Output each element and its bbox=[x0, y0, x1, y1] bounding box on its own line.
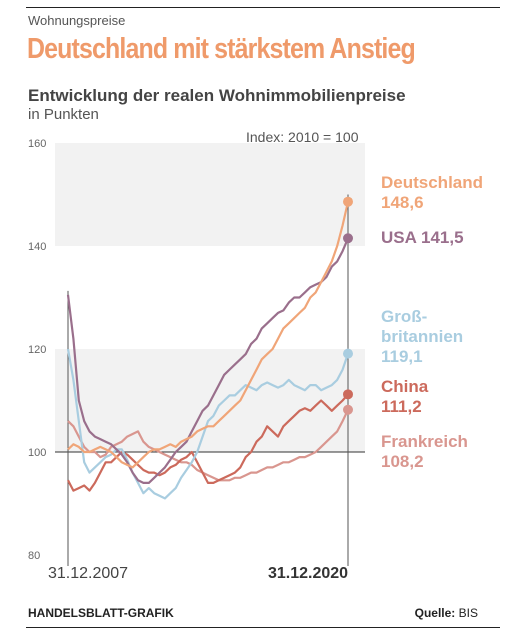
series-end-point-usa bbox=[343, 233, 353, 244]
source-label-key: Quelle: bbox=[414, 606, 456, 620]
headline: Deutschland mit stärkstem Anstieg bbox=[27, 33, 416, 65]
y-tick-label: 160 bbox=[28, 138, 46, 150]
series-label-großbritannien: Groß- bbox=[381, 307, 427, 326]
series-label-großbritannien: britannien bbox=[381, 327, 463, 346]
series-line-usa bbox=[66, 237, 350, 484]
series-end-point-deutschland bbox=[343, 196, 353, 207]
y-tick-label: 140 bbox=[28, 241, 46, 253]
bottom-rule bbox=[26, 627, 500, 628]
series-label-deutschland: 148,6 bbox=[381, 193, 424, 212]
unit-label: in Punkten bbox=[28, 106, 99, 123]
x-end-label: 31.12.2020 bbox=[268, 565, 348, 582]
series-label-frankreich: 108,2 bbox=[381, 452, 424, 471]
series-end-point-frankreich bbox=[343, 404, 353, 415]
series-label-deutschland: Deutschland bbox=[381, 173, 483, 192]
series-label-usa: USA 141,5 bbox=[381, 228, 464, 247]
series-line-china bbox=[67, 393, 349, 492]
source-label-value: BIS bbox=[458, 606, 478, 620]
x-start-label: 31.12.2007 bbox=[48, 565, 128, 582]
series-end-point-großbritannien bbox=[343, 348, 353, 359]
top-rule bbox=[26, 7, 500, 8]
series-end-point-china bbox=[343, 389, 353, 400]
y-tick-label: 100 bbox=[28, 447, 46, 459]
source-label: Quelle: BIS bbox=[415, 606, 478, 620]
series-line-großbritannien bbox=[66, 348, 350, 500]
y-tick-label: 80 bbox=[28, 550, 40, 562]
series-label-china: China bbox=[381, 377, 429, 396]
kicker: Wohnungspreise bbox=[28, 13, 126, 28]
chart-subtitle: Entwicklung der realen Wohnimmobilienpre… bbox=[28, 86, 406, 105]
series-label-china: 111,2 bbox=[381, 397, 422, 416]
index-annotation: Index: 2010 = 100 bbox=[246, 129, 359, 145]
credit-label: HANDELSBLATT-GRAFIK bbox=[28, 606, 174, 620]
series-label-frankreich: Frankreich bbox=[381, 432, 468, 451]
series-label-großbritannien: 119,1 bbox=[381, 347, 423, 366]
series-line-deutschland bbox=[67, 201, 350, 469]
y-tick-label: 120 bbox=[28, 344, 46, 356]
band-140-160 bbox=[55, 143, 365, 246]
series-line-frankreich bbox=[67, 409, 349, 482]
